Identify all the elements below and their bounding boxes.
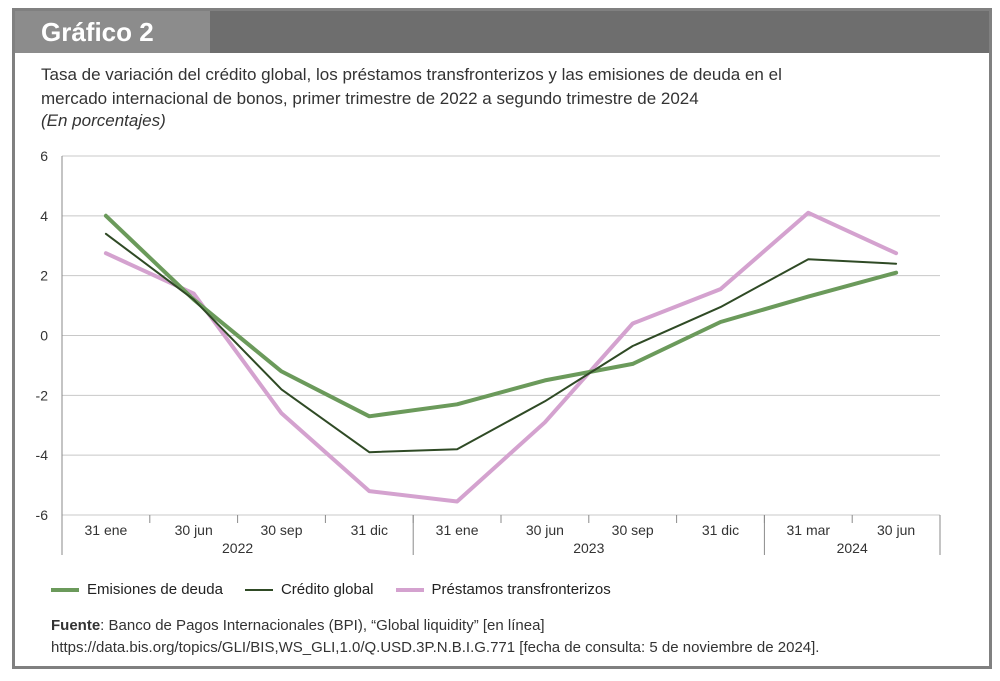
y-tick-label: -2 [36,387,49,403]
y-tick-label: 0 [40,328,48,344]
figure-units: (En porcentajes) [41,111,166,130]
legend-swatch-prestamos [395,587,424,592]
source-label: Fuente [51,617,101,634]
legend: Emisiones de deuda Crédito global Présta… [51,581,611,598]
series-line-credito [104,232,898,454]
legend-swatch-emisiones [51,587,79,592]
y-tick-label: -6 [36,507,49,523]
x-tick-label: 30 sep [612,522,654,538]
figure-frame: Gráfico 2 Tasa de variación del crédito … [12,8,992,669]
series-line-emisiones [103,213,899,419]
legend-item-prestamos: Préstamos transfronterizos [395,581,611,598]
x-tick-label: 31 dic [702,522,739,538]
legend-label-credito: Crédito global [280,581,374,598]
x-tick-label: 30 sep [260,522,302,538]
y-tick-label: 4 [40,208,48,224]
source-note: Fuente: Banco de Pagos Internacionales (… [51,615,981,659]
x-tick-label: 30 jun [877,522,915,538]
figure-title: Gráfico 2 [41,17,154,47]
y-tick-label: 6 [40,148,48,164]
year-label: 2022 [222,540,253,556]
x-tick-label: 31 ene [84,522,127,538]
x-tick-label: 31 ene [436,522,479,538]
series-line-prestamos [103,210,899,504]
legend-label-prestamos: Préstamos transfronterizos [431,581,611,598]
y-tick-label: -4 [36,447,49,463]
header-bar [210,11,989,53]
year-label: 2023 [573,540,604,556]
figure-subtitle: Tasa de variación del crédito global, lo… [41,65,782,108]
legend-item-credito: Crédito global [244,581,374,598]
source-text: : Banco de Pagos Internacionales (BPI), … [51,617,820,656]
legend-label-emisiones: Emisiones de deuda [87,581,223,598]
y-tick-label: 2 [40,268,48,284]
header-tab [15,11,210,53]
x-tick-label: 31 dic [351,522,388,538]
x-tick-label: 30 jun [175,522,213,538]
x-tick-label: 30 jun [526,522,564,538]
year-label: 2024 [837,540,868,556]
x-tick-label: 31 mar [787,522,831,538]
legend-swatch-credito [244,588,273,591]
legend-item-emisiones: Emisiones de deuda [51,581,223,598]
